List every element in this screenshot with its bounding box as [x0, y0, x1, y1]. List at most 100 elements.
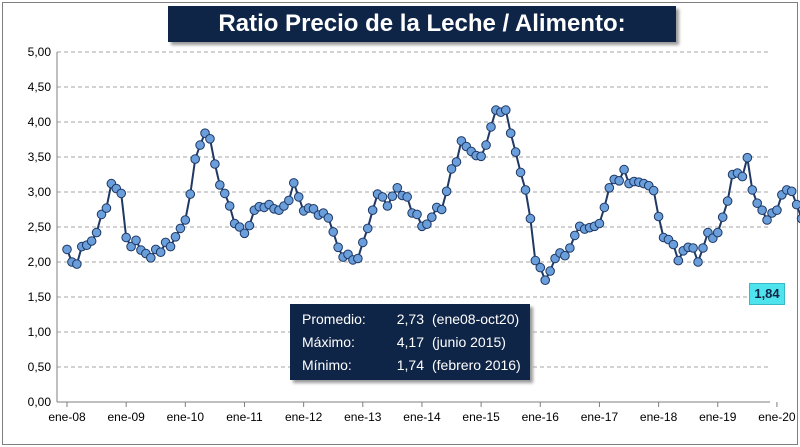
data-point [515, 167, 526, 178]
data-point [333, 242, 343, 253]
data-point [377, 192, 388, 202]
x-tick-label: ene-13 [344, 410, 382, 424]
x-tick-label: ene-20 [758, 410, 796, 424]
data-point [762, 215, 772, 225]
data-point [358, 237, 368, 248]
data-point [165, 241, 176, 252]
stats-row-promedio: Promedio: 2,73 (ene08-oct20) [302, 308, 530, 331]
data-point [427, 212, 437, 222]
data-point [402, 192, 412, 202]
data-point [747, 185, 758, 195]
data-point [116, 188, 127, 199]
y-axis-ticks: 0,00 0,50 1,00 1,50 2,00 2,50 3,00 3,50 4,00 4,50… [28, 45, 52, 409]
series-points [62, 105, 800, 286]
data-point [62, 244, 72, 255]
chart-title: Ratio Precio de la Leche / Alimento: Arg… [168, 6, 676, 73]
x-tick-label: ene-09 [107, 410, 145, 424]
data-point [180, 215, 191, 225]
data-point [126, 241, 136, 252]
x-tick-label: ene-18 [640, 410, 678, 424]
data-point [757, 205, 767, 215]
data-point [244, 220, 255, 231]
y-tick-label: 3,00 [28, 185, 52, 199]
data-point [382, 201, 393, 211]
data-point [569, 230, 580, 241]
data-point [284, 195, 294, 206]
data-point [673, 255, 684, 266]
data-point [752, 198, 763, 208]
data-point [540, 275, 551, 286]
series-line [66, 108, 800, 283]
y-tick-label: 0,50 [28, 360, 52, 374]
stats-note: (junio 2015) [432, 334, 506, 350]
y-tick-label: 5,00 [28, 45, 52, 59]
data-point [796, 214, 800, 224]
x-tick-label: ene-12 [285, 410, 323, 424]
y-tick-label: 4,50 [28, 80, 52, 94]
stats-value: 2,73 [396, 311, 424, 327]
stats-label: Mínimo: [302, 357, 352, 373]
x-tick-label: ene-08 [48, 410, 86, 424]
data-point [688, 243, 698, 253]
data-point [224, 201, 235, 211]
data-point [146, 252, 156, 263]
stats-label: Promedio: [302, 311, 366, 327]
data-point [520, 185, 531, 195]
data-point [451, 157, 462, 167]
data-point [742, 152, 753, 163]
data-point [594, 218, 605, 229]
data-point [412, 209, 422, 220]
data-point [195, 140, 205, 150]
data-point [190, 154, 200, 164]
x-tick-label: ene-11 [226, 410, 263, 424]
data-point [614, 176, 624, 186]
data-point [441, 186, 452, 197]
data-point [436, 204, 447, 215]
data-point [446, 164, 457, 174]
stats-note: (ene08-oct20) [432, 311, 520, 327]
data-point [185, 189, 196, 199]
data-point [648, 185, 659, 196]
data-point [693, 257, 703, 267]
x-tick-label: ene-16 [522, 410, 560, 424]
x-tick-label: ene-10 [167, 410, 205, 424]
stats-value: 1,74 [396, 357, 424, 373]
y-tick-label: 2,50 [28, 220, 52, 234]
y-tick-label: 1,50 [28, 290, 52, 304]
data-point [599, 202, 610, 213]
data-point [505, 128, 516, 138]
data-point [500, 105, 511, 115]
y-tick-label: 2,00 [28, 255, 52, 269]
data-point [96, 209, 107, 220]
data-point [653, 211, 664, 222]
data-point [387, 191, 398, 201]
data-point [91, 227, 102, 238]
y-tick-label: 1,00 [28, 325, 52, 339]
stats-note: (febrero 2016) [432, 357, 521, 373]
data-point [530, 255, 541, 266]
data-point [619, 164, 629, 175]
x-tick-label: ene-19 [699, 410, 737, 424]
stats-label: Máximo: [302, 334, 355, 350]
data-point [328, 227, 339, 237]
data-point [737, 171, 748, 182]
data-point [772, 205, 782, 215]
data-point [288, 178, 299, 188]
data-point [486, 122, 496, 132]
data-point [668, 239, 679, 250]
data-point [560, 250, 570, 261]
y-tick-label: 0,00 [28, 395, 52, 409]
data-point [170, 232, 181, 242]
data-point [604, 183, 615, 193]
x-tick-label: ene-17 [581, 410, 619, 424]
data-point [234, 222, 245, 232]
data-point [535, 262, 546, 273]
data-point [72, 259, 82, 269]
stats-row-minimo: Mínimo: 1,74 (febrero 2016) [302, 354, 530, 377]
x-tick-label: ene-15 [462, 410, 500, 424]
last-value-label: 1,84 [749, 283, 785, 305]
y-tick-label: 4,00 [28, 115, 52, 129]
y-tick-label: 3,50 [28, 150, 52, 164]
data-point [422, 219, 432, 229]
data-point [308, 204, 319, 214]
